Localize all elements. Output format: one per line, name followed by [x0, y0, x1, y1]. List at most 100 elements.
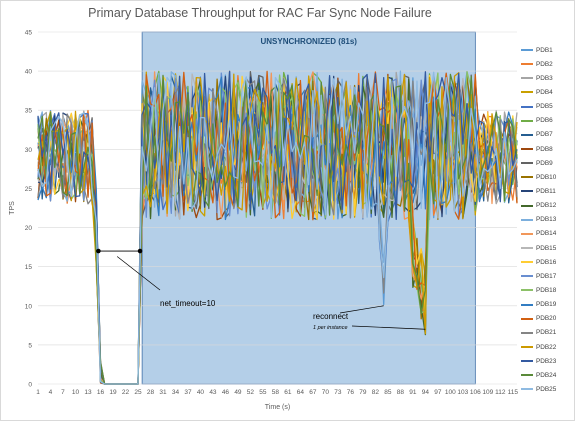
- x-tick-label: 91: [409, 389, 417, 396]
- legend-swatch: [521, 289, 533, 292]
- legend-item: PDB9: [521, 156, 575, 170]
- legend-swatch: [521, 148, 533, 151]
- legend-label: PDB1: [536, 46, 553, 54]
- legend-item: PDB12: [521, 199, 575, 213]
- y-tick-label: 45: [25, 30, 33, 37]
- x-tick-label: 40: [197, 389, 205, 396]
- x-tick-label: 52: [247, 389, 255, 396]
- legend-label: PDB12: [536, 202, 557, 210]
- legend-swatch: [521, 275, 533, 278]
- legend-label: PDB3: [536, 74, 553, 82]
- x-tick-label: 79: [359, 389, 367, 396]
- x-tick-label: 25: [134, 389, 142, 396]
- x-axis-title: Time (s): [265, 404, 290, 411]
- chart-legend: PDB1 PDB2 PDB3 PDB4 PDB5 PDB6 PDB7 PDB8 PDB9 PDB1…: [521, 43, 575, 397]
- y-tick-label: 5: [28, 342, 32, 349]
- legend-label: PDB20: [536, 315, 557, 323]
- x-tick-label: 64: [297, 389, 305, 396]
- legend-item: PDB25: [521, 382, 575, 396]
- region-label: UNSYNCHRONIZED (81s): [261, 37, 358, 46]
- x-tick-label: 115: [508, 389, 519, 396]
- x-tick-label: 31: [159, 389, 167, 396]
- legend-swatch: [521, 346, 533, 349]
- x-tick-label: 70: [322, 389, 330, 396]
- y-tick-label: 15: [25, 264, 33, 271]
- net-timeout-pointer: [116, 256, 161, 291]
- x-tick-label: 28: [147, 389, 155, 396]
- series-line-pdb25: [37, 71, 518, 385]
- x-tick-label: 43: [209, 389, 217, 396]
- legend-item: PDB8: [521, 142, 575, 156]
- legend-label: PDB18: [536, 286, 557, 294]
- legend-swatch: [521, 261, 533, 264]
- x-tick-label: 22: [122, 389, 130, 396]
- legend-item: PDB17: [521, 269, 575, 283]
- y-tick-label: 20: [25, 225, 33, 232]
- legend-swatch: [521, 247, 533, 250]
- x-tick-label: 76: [347, 389, 355, 396]
- legend-swatch: [521, 119, 533, 122]
- legend-label: PDB7: [536, 131, 553, 139]
- y-tick-label: 35: [25, 108, 33, 115]
- x-tick-label: 10: [72, 389, 80, 396]
- legend-swatch: [521, 331, 533, 334]
- bracket-end-dot: [137, 248, 143, 254]
- legend-swatch: [521, 63, 533, 66]
- legend-item: PDB21: [521, 326, 575, 340]
- legend-item: PDB16: [521, 255, 575, 269]
- legend-item: PDB15: [521, 241, 575, 255]
- x-tick-label: 103: [457, 389, 468, 396]
- legend-item: PDB1: [521, 43, 575, 57]
- legend-swatch: [521, 232, 533, 235]
- legend-label: PDB16: [536, 258, 557, 266]
- legend-item: PDB19: [521, 298, 575, 312]
- y-tick-label: 0: [28, 382, 32, 389]
- x-tick-label: 49: [234, 389, 242, 396]
- x-tick-label: 1: [36, 389, 40, 396]
- x-tick-label: 109: [482, 389, 493, 396]
- legend-item: PDB10: [521, 170, 575, 184]
- legend-item: PDB4: [521, 85, 575, 99]
- bracket-start-dot: [96, 248, 101, 254]
- x-tick-label: 55: [259, 389, 267, 396]
- legend-label: PDB25: [536, 385, 557, 393]
- x-tick-label: 82: [372, 389, 380, 396]
- legend-label: PDB15: [536, 244, 557, 252]
- legend-swatch: [521, 190, 533, 193]
- x-tick-label: 16: [97, 389, 105, 396]
- legend-swatch: [521, 91, 533, 94]
- x-tick-label: 100: [445, 389, 456, 396]
- chart-title: Primary Database Throughput for RAC Far …: [88, 6, 432, 20]
- x-tick-label: 46: [222, 389, 230, 396]
- x-tick-label: 37: [184, 389, 192, 396]
- legend-swatch: [521, 176, 533, 179]
- legend-swatch: [521, 49, 533, 52]
- legend-swatch: [521, 133, 533, 136]
- legend-label: PDB21: [536, 329, 557, 337]
- y-tick-label: 30: [25, 147, 33, 154]
- x-tick-label: 7: [61, 389, 65, 396]
- legend-swatch: [521, 388, 533, 391]
- x-tick-label: 61: [284, 389, 292, 396]
- x-tick-label: 112: [495, 389, 506, 396]
- reconnect-label: reconnect: [313, 312, 349, 321]
- legend-label: PDB6: [536, 117, 553, 125]
- legend-item: PDB13: [521, 213, 575, 227]
- x-tick-label: 58: [272, 389, 280, 396]
- legend-label: PDB14: [536, 230, 557, 238]
- x-tick-label: 34: [172, 389, 180, 396]
- legend-item: PDB24: [521, 368, 575, 382]
- legend-item: PDB20: [521, 312, 575, 326]
- legend-swatch: [521, 317, 533, 320]
- x-tick-label: 94: [422, 389, 430, 396]
- legend-item: PDB23: [521, 354, 575, 368]
- legend-label: PDB13: [536, 216, 557, 224]
- legend-swatch: [521, 204, 533, 207]
- legend-label: PDB19: [536, 301, 557, 309]
- x-tick-label: 73: [334, 389, 342, 396]
- legend-label: PDB8: [536, 145, 553, 153]
- legend-label: PDB4: [536, 88, 553, 96]
- legend-swatch: [521, 162, 533, 165]
- legend-item: PDB18: [521, 283, 575, 297]
